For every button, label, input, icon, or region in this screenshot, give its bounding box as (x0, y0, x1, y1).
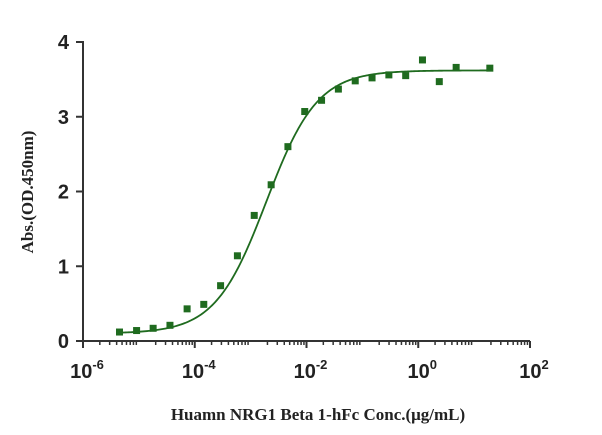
data-point-3 (166, 321, 174, 329)
x-tick-label-3: 100 (408, 357, 437, 383)
data-point-16 (385, 71, 393, 79)
y-tick-label-3: 3 (58, 107, 69, 129)
data-point-9 (267, 181, 275, 189)
y-axis-title: Abs.(OD.450nm) (18, 131, 37, 254)
data-point-4 (183, 305, 191, 313)
data-point-21 (486, 64, 494, 72)
data-point-1 (133, 327, 141, 335)
data-points-layer (116, 56, 494, 336)
x-tick-label-0: 10-6 (70, 357, 104, 383)
x-tick-label-2: 10-2 (294, 357, 328, 383)
data-point-10 (284, 143, 292, 151)
data-point-8 (250, 211, 258, 219)
y-tick-label-1: 1 (58, 256, 69, 278)
data-point-6 (217, 282, 225, 290)
y-tick-label-0: 0 (58, 331, 69, 353)
data-point-17 (402, 72, 410, 80)
data-point-2 (149, 324, 157, 332)
fit-curve-layer (119, 69, 490, 334)
data-point-13 (334, 85, 342, 93)
x-tick-label-1: 10-4 (182, 357, 217, 383)
x-tick-label-4: 102 (519, 357, 548, 383)
data-point-18 (418, 56, 426, 64)
data-point-12 (318, 96, 326, 104)
data-point-14 (351, 77, 359, 85)
data-point-7 (233, 252, 241, 260)
data-point-19 (435, 78, 443, 86)
x-axis-title: Huamn NRG1 Beta 1-hFc Conc.(μg/mL) (171, 405, 465, 424)
y-tick-label-4: 4 (58, 32, 70, 54)
data-point-0 (116, 328, 123, 336)
data-point-11 (301, 108, 309, 116)
data-point-15 (368, 74, 376, 82)
y-tick-label-2: 2 (58, 182, 69, 204)
data-point-5 (200, 300, 208, 308)
data-point-20 (452, 63, 460, 71)
y-axis: 0 1 2 3 4 (58, 32, 84, 353)
x-axis: 10-6 10-4 10-2 100 102 (70, 340, 549, 383)
fit-curve (119, 69, 490, 334)
